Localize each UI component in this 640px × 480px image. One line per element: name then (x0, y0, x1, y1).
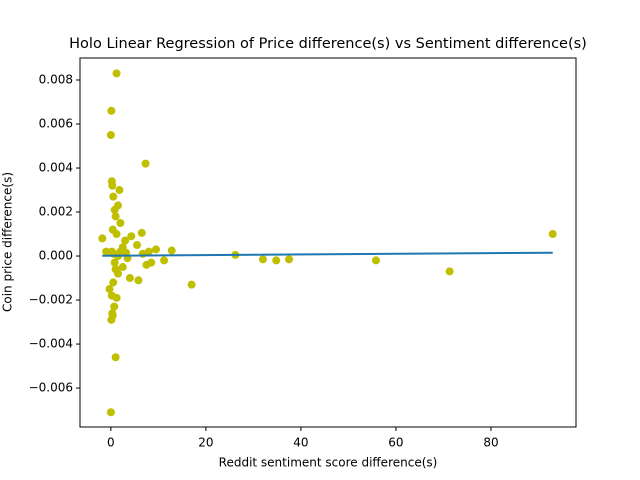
point (152, 245, 161, 254)
y-tick-label: 0.000 (39, 249, 73, 263)
y-tick-label: −0.006 (29, 381, 73, 395)
point (137, 228, 146, 237)
point (144, 247, 153, 256)
point (111, 353, 120, 362)
x-axis-label: Reddit sentiment score difference(s) (219, 456, 438, 470)
point (134, 276, 143, 285)
y-tick-label: −0.004 (29, 337, 73, 351)
point (548, 230, 557, 239)
point (110, 258, 119, 267)
point (118, 263, 127, 272)
point (111, 265, 120, 274)
point (98, 234, 107, 243)
point (112, 69, 121, 78)
point (107, 106, 116, 115)
y-tick-label: 0.006 (39, 117, 73, 131)
point (110, 302, 119, 311)
x-tick-label: 20 (198, 436, 213, 450)
point (371, 256, 380, 265)
point (107, 247, 116, 256)
point (105, 285, 114, 294)
y-tick-label: 0.004 (39, 161, 73, 175)
point (112, 230, 121, 239)
x-tick-label: 40 (293, 436, 308, 450)
point (141, 159, 150, 168)
point (116, 219, 125, 228)
x-tick-label: 80 (483, 436, 498, 450)
point (102, 247, 111, 256)
y-tick-label: −0.002 (29, 293, 73, 307)
point (133, 241, 142, 250)
point (109, 278, 118, 287)
x-tick-label: 60 (388, 436, 403, 450)
regression-line (102, 251, 553, 257)
y-tick-label: 0.002 (39, 205, 73, 219)
point (138, 249, 147, 258)
chart-title: Holo Linear Regression of Price differen… (69, 36, 587, 52)
point (285, 255, 294, 264)
point (115, 186, 124, 195)
point (109, 192, 118, 201)
point (110, 205, 119, 214)
y-tick-label: 0.008 (39, 73, 73, 87)
point (106, 408, 115, 417)
point (125, 274, 134, 283)
point (121, 236, 130, 245)
plot-frame (79, 57, 577, 428)
y-axis-label: Coin price difference(s) (1, 172, 15, 312)
point (108, 181, 117, 190)
point (112, 293, 121, 302)
point (167, 246, 176, 255)
point (187, 280, 196, 289)
point (111, 212, 120, 221)
point (127, 232, 136, 241)
point (258, 255, 267, 264)
point (106, 131, 115, 140)
x-tick-label: 0 (107, 436, 115, 450)
point (108, 311, 117, 320)
point (272, 256, 281, 265)
point (147, 258, 156, 267)
point (445, 267, 454, 276)
point (160, 256, 169, 265)
